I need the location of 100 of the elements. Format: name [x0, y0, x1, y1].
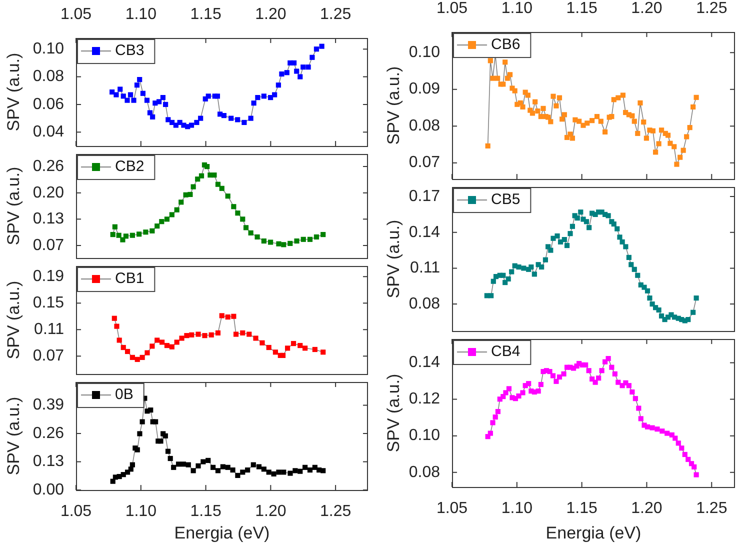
- point: [320, 468, 326, 474]
- point: [272, 350, 278, 355]
- point: [240, 330, 246, 336]
- point: [231, 204, 236, 210]
- point: [233, 332, 239, 337]
- point: [120, 237, 126, 242]
- point: [120, 344, 126, 350]
- point: [225, 194, 230, 199]
- point: [300, 64, 306, 70]
- point: [314, 234, 320, 240]
- point: [215, 468, 221, 474]
- point: [215, 330, 221, 336]
- y-tick-label: 0.00: [32, 481, 64, 498]
- point: [310, 54, 315, 60]
- y-tick-label: 0.13: [32, 453, 64, 470]
- point: [306, 64, 311, 70]
- y-tick-label: 0.10: [32, 40, 64, 58]
- point: [235, 472, 240, 478]
- point: [179, 336, 184, 341]
- point: [140, 354, 145, 360]
- x2-tick-label: 1.20: [631, 0, 662, 17]
- point: [180, 462, 186, 467]
- point: [150, 344, 155, 349]
- point: [194, 120, 200, 126]
- point: [221, 112, 226, 118]
- point: [210, 464, 216, 470]
- point: [110, 478, 116, 484]
- point: [130, 354, 135, 360]
- y-tick-label: 0.11: [34, 321, 64, 338]
- point: [266, 470, 272, 475]
- y-tick-label: 0.08: [32, 68, 64, 86]
- x-tick-label: 1.15: [190, 503, 222, 520]
- point: [260, 340, 265, 346]
- point: [136, 232, 142, 237]
- x2-tick-label: 1.10: [125, 6, 157, 23]
- x2-tick-label: 1.25: [696, 0, 728, 17]
- point: [184, 333, 190, 338]
- y-tick-label: 0.04: [32, 124, 64, 141]
- point: [300, 236, 306, 242]
- x-tick-label: 1.25: [696, 500, 728, 518]
- y-axis-title: SPV (a.u.): [4, 52, 23, 132]
- y-axis-title: SPV (a.u.): [384, 66, 403, 145]
- point: [235, 117, 240, 122]
- y-tick-label: 0.10: [408, 427, 440, 444]
- point: [261, 238, 266, 244]
- point: [124, 98, 130, 103]
- x-tick-label: 1.15: [566, 500, 598, 518]
- point: [159, 340, 165, 345]
- point: [188, 122, 194, 128]
- point: [202, 333, 208, 338]
- point: [246, 332, 252, 337]
- point: [279, 71, 284, 77]
- y-tick-label: 0.17: [408, 188, 440, 205]
- point: [206, 458, 211, 463]
- point: [176, 462, 182, 467]
- legend-label: CB5: [491, 191, 520, 208]
- y-tick-label: 0.15: [32, 294, 64, 312]
- legend-label: CB3: [115, 42, 144, 60]
- y-tick-label: 0.08: [408, 295, 440, 312]
- point: [196, 332, 201, 337]
- point: [220, 464, 226, 470]
- legend-label: CB1: [115, 270, 144, 288]
- point: [243, 225, 249, 230]
- point: [208, 332, 214, 338]
- x-axis-title: Energia (eV): [174, 523, 270, 542]
- point: [288, 470, 293, 476]
- point: [284, 70, 290, 76]
- x2-tick-label: 1.05: [436, 0, 468, 17]
- point: [164, 342, 170, 348]
- y-tick-label: 0.39: [32, 396, 64, 414]
- y-tick-label: 0.26: [32, 424, 64, 442]
- point: [159, 219, 164, 224]
- point: [150, 228, 155, 234]
- point: [156, 99, 162, 104]
- point: [302, 464, 308, 470]
- point: [196, 463, 201, 468]
- point: [320, 350, 326, 355]
- point: [137, 431, 142, 436]
- point: [280, 352, 286, 358]
- point: [284, 346, 290, 351]
- point: [165, 448, 171, 454]
- point: [200, 459, 206, 464]
- point: [147, 110, 153, 116]
- point: [174, 340, 180, 345]
- point: [173, 122, 178, 128]
- point: [290, 340, 296, 346]
- point: [206, 94, 211, 99]
- point: [248, 116, 254, 121]
- point: [169, 212, 174, 218]
- x-axis-title: Energia (eV): [546, 523, 642, 542]
- point: [312, 346, 318, 352]
- x-tick-label: 1.20: [255, 503, 286, 520]
- point: [235, 210, 240, 216]
- point: [298, 468, 303, 474]
- point: [261, 94, 266, 99]
- y-tick-label: 0.20: [32, 184, 64, 202]
- point: [204, 164, 210, 170]
- y-tick-label: 0.08: [408, 117, 440, 134]
- point: [164, 216, 170, 222]
- point: [150, 114, 156, 120]
